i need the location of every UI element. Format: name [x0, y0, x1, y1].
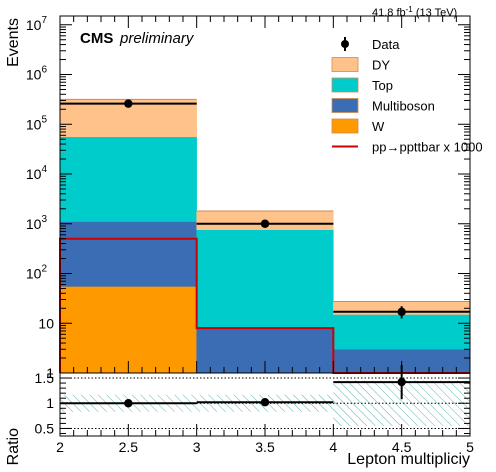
stack-bar-top-bin-3	[333, 314, 471, 350]
tick-base: 10	[26, 266, 42, 282]
legend-label: Top	[372, 78, 393, 93]
tick-base: 10	[26, 17, 42, 33]
upper-y-tick-label: 104	[26, 164, 48, 182]
upper-y-tick-label: 105	[26, 114, 48, 132]
upper-y-tick-label-1: 1	[46, 365, 54, 381]
legend-label: DY	[372, 58, 390, 73]
upper-y-tick-label: 10	[38, 315, 54, 331]
ratio-y-axis: 0.5 1 1.5	[35, 370, 470, 436]
ratio-y-tick-label: 0.5	[35, 420, 55, 436]
ratio-x-tick-label: 2.5	[119, 439, 139, 455]
legend-label: W	[372, 119, 385, 134]
ratio-x-tick-label: 5	[466, 439, 474, 455]
legend-label: Data	[372, 37, 400, 52]
legend-label: Multiboson	[372, 99, 435, 114]
upper-y-tick-label: 107	[26, 15, 48, 33]
legend-swatch-multiboson	[331, 98, 359, 113]
ratio-y-tick-label: 1.5	[35, 370, 55, 386]
tick-exponent: 7	[41, 15, 47, 26]
legend-marker-data	[341, 40, 349, 48]
data-point-1	[124, 99, 133, 108]
legend-swatch-w	[331, 118, 359, 134]
experiment-label: CMS	[80, 30, 113, 47]
lumi-label: 41.8 fb-1 (13 TeV)	[372, 5, 457, 19]
ratio-point-2	[260, 398, 270, 407]
tick-base: 10	[26, 166, 42, 182]
tick-base: 10	[38, 315, 54, 331]
stack-bar-top-bin-2	[196, 229, 334, 329]
upper-y-tick-label: 106	[26, 65, 48, 83]
upper-y-tick-label: 103	[26, 214, 48, 232]
upper-y-axis-title: Events	[5, 18, 22, 67]
tick-base: 10	[26, 216, 42, 232]
status-label: preliminary	[119, 30, 195, 47]
tick-base: 10	[26, 67, 42, 83]
ratio-x-tick-label: 4	[329, 439, 337, 455]
stack-bar-w-bin-1	[59, 286, 197, 374]
ratio-point-3	[397, 377, 406, 387]
ratio-x-tick-label: 3	[193, 439, 201, 455]
legend-swatch-dy	[331, 57, 359, 72]
ratio-y-tick-label: 1	[46, 395, 54, 411]
ratio-x-tick-label: 4.5	[392, 439, 412, 455]
ratio-y-axis-title: Ratio	[5, 428, 22, 465]
legend: Data DY Top Multiboson Wpp→ppttbar x 1000	[331, 37, 483, 155]
ratio-x-axis: 2 2.5 3 3.5 4 4.5 5	[56, 424, 474, 455]
stack-bar-multiboson-bin-1	[59, 221, 197, 287]
data-point-3	[397, 307, 406, 316]
tick-exponent: 4	[41, 164, 47, 175]
stack-bar-top-bin-1	[59, 136, 197, 222]
upper-y-tick-label: 102	[26, 264, 48, 282]
ratio-x-tick-label: 3.5	[255, 439, 275, 455]
tick-exponent: 3	[41, 214, 47, 225]
x-axis-title: Lepton multipliciy	[347, 451, 470, 468]
tick-exponent: 5	[41, 114, 47, 125]
tick-exponent: 6	[41, 65, 47, 76]
legend-label: pp→ppttbar x 1000	[372, 140, 483, 155]
data-point-2	[260, 219, 270, 228]
ratio-panel: 0.511.5 2 2.5 3 3.5 4 4.5 5 Ratio Lepton multi…	[5, 364, 474, 468]
data-points	[60, 99, 470, 319]
legend-swatch-top	[331, 77, 359, 93]
tick-base: 10	[26, 116, 42, 132]
ratio-x-tick-label: 2	[56, 439, 64, 455]
ratio-points	[60, 364, 470, 408]
ratio-point-1	[124, 399, 133, 408]
tick-exponent: 2	[41, 264, 47, 275]
